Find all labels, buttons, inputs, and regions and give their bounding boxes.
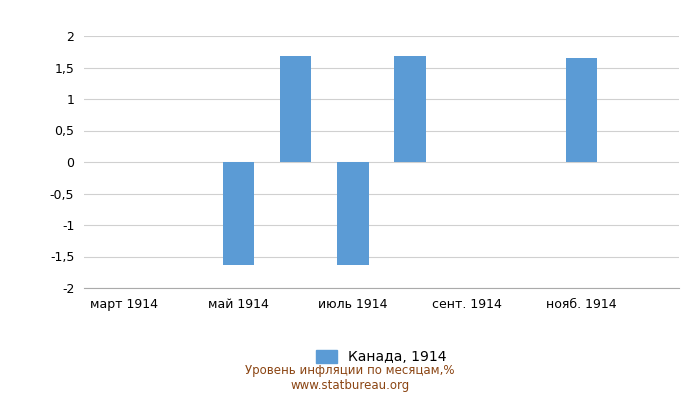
Bar [566,58,598,162]
Legend: Канада, 1914: Канада, 1914 [316,350,447,364]
Bar [280,56,312,162]
Bar [337,162,369,265]
Bar [223,162,254,265]
Text: Уровень инфляции по месяцам,%
www.statbureau.org: Уровень инфляции по месяцам,% www.statbu… [245,364,455,392]
Bar [394,56,426,162]
